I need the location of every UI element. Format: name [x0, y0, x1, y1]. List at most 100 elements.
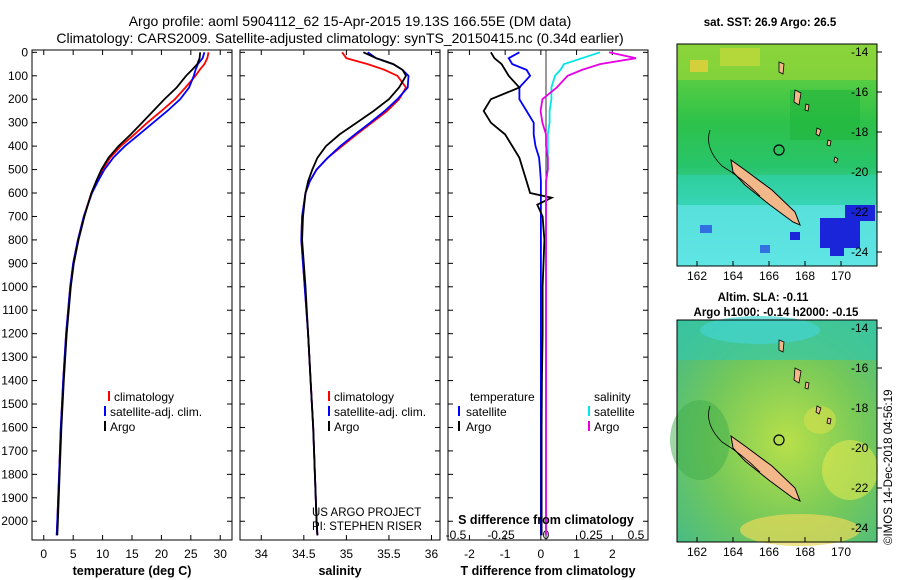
legend-t-satellite: satellite: [466, 405, 507, 419]
x-tick-label: 10: [96, 547, 110, 561]
lon-tick-label: 164: [723, 545, 743, 559]
x-tick-label: 2: [609, 547, 616, 561]
x-tick-label: -2: [464, 547, 475, 561]
reef-outline: [708, 129, 761, 197]
vanuatu-islands: [778, 61, 839, 164]
difference-panel-frame: [447, 49, 649, 541]
lat-tick-label: -24: [851, 245, 869, 259]
lat-tick-label: -20: [851, 165, 869, 179]
series-line-climatology: [55, 52, 210, 536]
legend-s-satellite: satellite: [594, 405, 635, 419]
legend-swatch-s-argo: [588, 421, 590, 431]
y-tick-label: 300: [8, 116, 28, 130]
sst-map-frame: [676, 43, 878, 267]
lon-tick-label: 170: [831, 545, 851, 559]
depth-tick-labels: 0 100 200 300 400 500 600 700 800 900 1000 1100 1200…: [1, 45, 28, 528]
sst-map: sat. SST: 26.9 Argo: 26.5: [676, 17, 882, 283]
y-tick-label: 1400: [1, 374, 28, 388]
float-location-marker: [773, 434, 785, 446]
x-tick-label: 36: [425, 547, 439, 561]
difference-series: [482, 51, 637, 536]
y-tick-label: 500: [8, 163, 28, 177]
legend-swatch-argo: [104, 421, 106, 431]
series-line-temperature-argo: [482, 51, 555, 536]
new-caledonia-island: [730, 434, 801, 502]
legend-s-argo: Argo: [594, 420, 620, 434]
lat-tick-label: -18: [851, 401, 869, 415]
x-tick-label: 0: [40, 547, 47, 561]
legend-satellite: satellite-adj. clim.: [110, 405, 202, 419]
reef-outline: [708, 405, 761, 473]
y-tick-label: 100: [8, 69, 28, 83]
pi-credit: PI: STEPHEN RISER: [312, 521, 422, 533]
series-line-argo: [301, 51, 408, 536]
lat-tick-label: -14: [851, 45, 869, 59]
s-difference-label: S difference from climatology: [458, 513, 634, 527]
lon-tick-label: 170: [831, 269, 851, 283]
lat-tick-label: -22: [851, 205, 869, 219]
y-tick-label: 800: [8, 233, 28, 247]
salinity-panel-frame: [239, 49, 441, 541]
x-tick-label: 1: [573, 547, 580, 561]
project-credit: US ARGO PROJECT: [312, 507, 421, 519]
s-tick-label: 0.25: [579, 528, 603, 542]
legend-argo: Argo: [334, 420, 360, 434]
y-tick-label: 0: [21, 45, 28, 59]
lat-tick-label: -22: [851, 481, 869, 495]
legend-climatology: climatology: [114, 390, 174, 404]
lon-tick-label: 162: [687, 545, 707, 559]
lon-tick-label: 162: [687, 269, 707, 283]
s-tick-label: -0.5: [446, 528, 467, 542]
sla-map-title: Altim. SLA: -0.11: [718, 292, 809, 304]
y-tick-label: 700: [8, 209, 28, 223]
y-tick-label: 1000: [1, 280, 28, 294]
y-tick-label: 1700: [1, 444, 28, 458]
legend-satellite: satellite-adj. clim.: [334, 405, 426, 419]
legend-swatch-satellite: [328, 406, 330, 416]
sla-map-frame: [676, 319, 878, 543]
x-tick-label: 25: [184, 547, 198, 561]
lat-tick-label: -16: [851, 361, 869, 375]
y-tick-label: 1500: [1, 397, 28, 411]
legend-climatology: climatology: [334, 390, 394, 404]
difference-legend: temperature satellite Argo salinity sate…: [458, 390, 635, 434]
sla-map: Altim. SLA: -0.11 Argo h1000: -0.14 h200…: [670, 292, 882, 559]
salinity-series: [300, 51, 410, 536]
y-tick-label: 900: [8, 256, 28, 270]
legend-swatch-climatology: [328, 391, 330, 401]
legend-t-argo: Argo: [466, 420, 492, 434]
lon-tick-label: 166: [759, 269, 779, 283]
series-line-salinity-argo: [539, 51, 637, 536]
lat-tick-label: -14: [851, 321, 869, 335]
y-tick-label: 2000: [1, 514, 28, 528]
series-line-temperature-satellite: [507, 51, 542, 536]
legend-argo: Argo: [110, 420, 136, 434]
salinity-panel: 34 34.5 35 35.5 36 salinity: [239, 49, 441, 578]
sst-field-patches: [677, 44, 877, 266]
temperature-legend: climatology satellite-adj. clim. Argo: [104, 390, 202, 434]
title-line-1: Argo profile: aoml 5904112_62 15-Apr-201…: [129, 13, 572, 29]
sst-lon-ticks: 162 164 166 168 170: [687, 261, 851, 283]
x-tick-label: 35.5: [377, 547, 401, 561]
salinity-x-ticks: 34 34.5 35 35.5 36: [240, 50, 440, 561]
sla-lon-ticks: 162 164 166 168 170: [687, 537, 851, 559]
x-tick-label: 20: [155, 547, 169, 561]
lon-tick-label: 166: [759, 545, 779, 559]
y-tick-label: 1200: [1, 327, 28, 341]
legend-swatch-argo: [328, 421, 330, 431]
legend-swatch-t-satellite: [458, 406, 460, 416]
lon-tick-label: 164: [723, 269, 743, 283]
s-tick-label: -0.25: [487, 528, 515, 542]
x-tick-label: 0: [538, 547, 545, 561]
float-location-marker: [773, 144, 785, 156]
x-tick-label: 30: [214, 547, 228, 561]
series-line-salinity-satellite: [545, 51, 601, 536]
temperature-panel: 0 5 10 15 20 25 30 0 100 200 300 400 500 600 700 800 90…: [1, 45, 233, 578]
x-tick-label: 35: [340, 547, 354, 561]
sla-map-subtitle: Argo h1000: -0.14 h2000: -0.15: [694, 307, 860, 319]
new-caledonia-island: [730, 158, 801, 226]
temperature-x-ticks: 0 5 10 15 20 25 30: [32, 50, 232, 561]
s-tick-label: 0.5: [628, 528, 645, 542]
lat-tick-label: -24: [851, 521, 869, 535]
